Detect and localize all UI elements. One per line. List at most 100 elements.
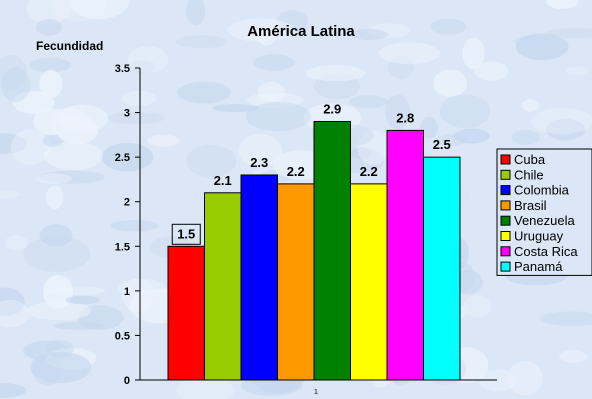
background-mottle (420, 116, 438, 139)
y-tick-label: 3.5 (115, 63, 130, 75)
background-mottle (357, 130, 390, 166)
background-mottle (65, 295, 100, 305)
bar-uruguay (350, 183, 388, 381)
background-mottle (29, 57, 71, 73)
background-mottle (38, 170, 105, 184)
background-mottle (26, 0, 71, 24)
bar-chile (204, 192, 242, 381)
background-mottle (253, 54, 295, 71)
background-mottle (107, 112, 165, 124)
background-mottle (245, 101, 311, 132)
legend-entry: Panamá (514, 259, 563, 274)
background-mottle (227, 18, 294, 42)
background-mottle (26, 301, 91, 321)
legend-entry: Costa Rica (514, 244, 578, 259)
legend-swatch (500, 169, 511, 180)
background-mottle (238, 133, 283, 168)
legend-box (496, 148, 592, 276)
background-mottle (117, 278, 167, 298)
background-mottle (121, 278, 154, 312)
background-mottle (515, 33, 569, 61)
background-mottle (433, 69, 468, 98)
background-mottle (507, 361, 543, 396)
background-mottle (531, 107, 592, 135)
bar-cuba (167, 245, 205, 381)
legend-entry: Uruguay (514, 229, 564, 244)
y-tick-label: 2 (124, 197, 130, 209)
background-mottle (522, 99, 540, 112)
background-mottle (36, 19, 62, 36)
background-mottle (479, 369, 516, 392)
background-mottle (0, 287, 25, 317)
legend-swatch (500, 154, 511, 165)
background-mottle (43, 141, 103, 171)
background-mottle (53, 321, 105, 330)
bar-venezuela (313, 120, 351, 381)
background-mottle (0, 190, 20, 199)
data-label: 2.9 (323, 101, 341, 116)
background-mottle (39, 69, 63, 99)
background-mottle (385, 94, 411, 130)
background-mottle (350, 147, 372, 160)
background-mottle (436, 134, 468, 146)
background-mottle (131, 60, 156, 73)
background-mottle (0, 54, 27, 91)
legend-entry: Colombia (514, 183, 570, 198)
data-label-box (171, 223, 201, 245)
legend: CubaChileColombiaBrasilVenezuelaUruguayC… (496, 148, 592, 276)
legend-swatch (500, 215, 511, 226)
background-mottle (51, 0, 107, 22)
y-tick-label: 1 (124, 286, 130, 298)
background-mottle (462, 37, 485, 70)
legend-swatch (500, 246, 511, 257)
background-mottle (565, 66, 589, 76)
background-mottle (546, 118, 585, 141)
background-mottle (127, 46, 169, 73)
background-mottle (559, 350, 588, 363)
background-mottle (186, 0, 206, 26)
background-mottle (546, 0, 579, 10)
data-label: 2.2 (287, 164, 305, 179)
legend-entry: Venezuela (514, 213, 575, 228)
bar-costa-rica (386, 129, 424, 381)
bar-panamá (423, 156, 461, 381)
background-mottle (0, 133, 28, 154)
legend-swatch (500, 200, 511, 211)
background-mottle (46, 185, 64, 210)
background-mottle (186, 144, 237, 178)
background-mottle (23, 236, 91, 272)
legend-swatch (500, 261, 511, 272)
background-mottle (4, 235, 29, 251)
background-mottle (348, 95, 389, 108)
data-label: 2.3 (250, 155, 268, 170)
legend-entry: Cuba (514, 152, 546, 167)
background-mottle (350, 29, 388, 40)
background-mottle (0, 299, 29, 328)
background-mottle (39, 224, 73, 247)
data-label: 2.2 (360, 164, 378, 179)
background-mottle (36, 173, 73, 184)
background-mottle (110, 220, 159, 232)
background-mottle (539, 311, 592, 326)
y-tick-label: 0 (124, 375, 130, 387)
background-mottle (474, 61, 509, 81)
background-mottle (177, 81, 232, 104)
legend-swatch (500, 231, 511, 241)
bar-colombia (240, 174, 278, 381)
legend-swatch (500, 185, 511, 196)
background-mottle (42, 274, 74, 309)
background-mottle (379, 42, 440, 65)
data-label: 2.5 (433, 137, 451, 152)
chart-title: América Latina (247, 23, 355, 40)
background-mottle (453, 128, 490, 144)
bar-brasil (277, 183, 315, 381)
background-mottle (511, 130, 541, 145)
background-mottle (212, 104, 259, 113)
background-mottle (42, 134, 64, 147)
y-tick-label: 1.5 (115, 241, 130, 253)
background-mottle (305, 65, 366, 82)
bars (167, 120, 461, 381)
y-axis-label: Fecundidad (36, 39, 103, 53)
background-mottle (0, 382, 27, 398)
